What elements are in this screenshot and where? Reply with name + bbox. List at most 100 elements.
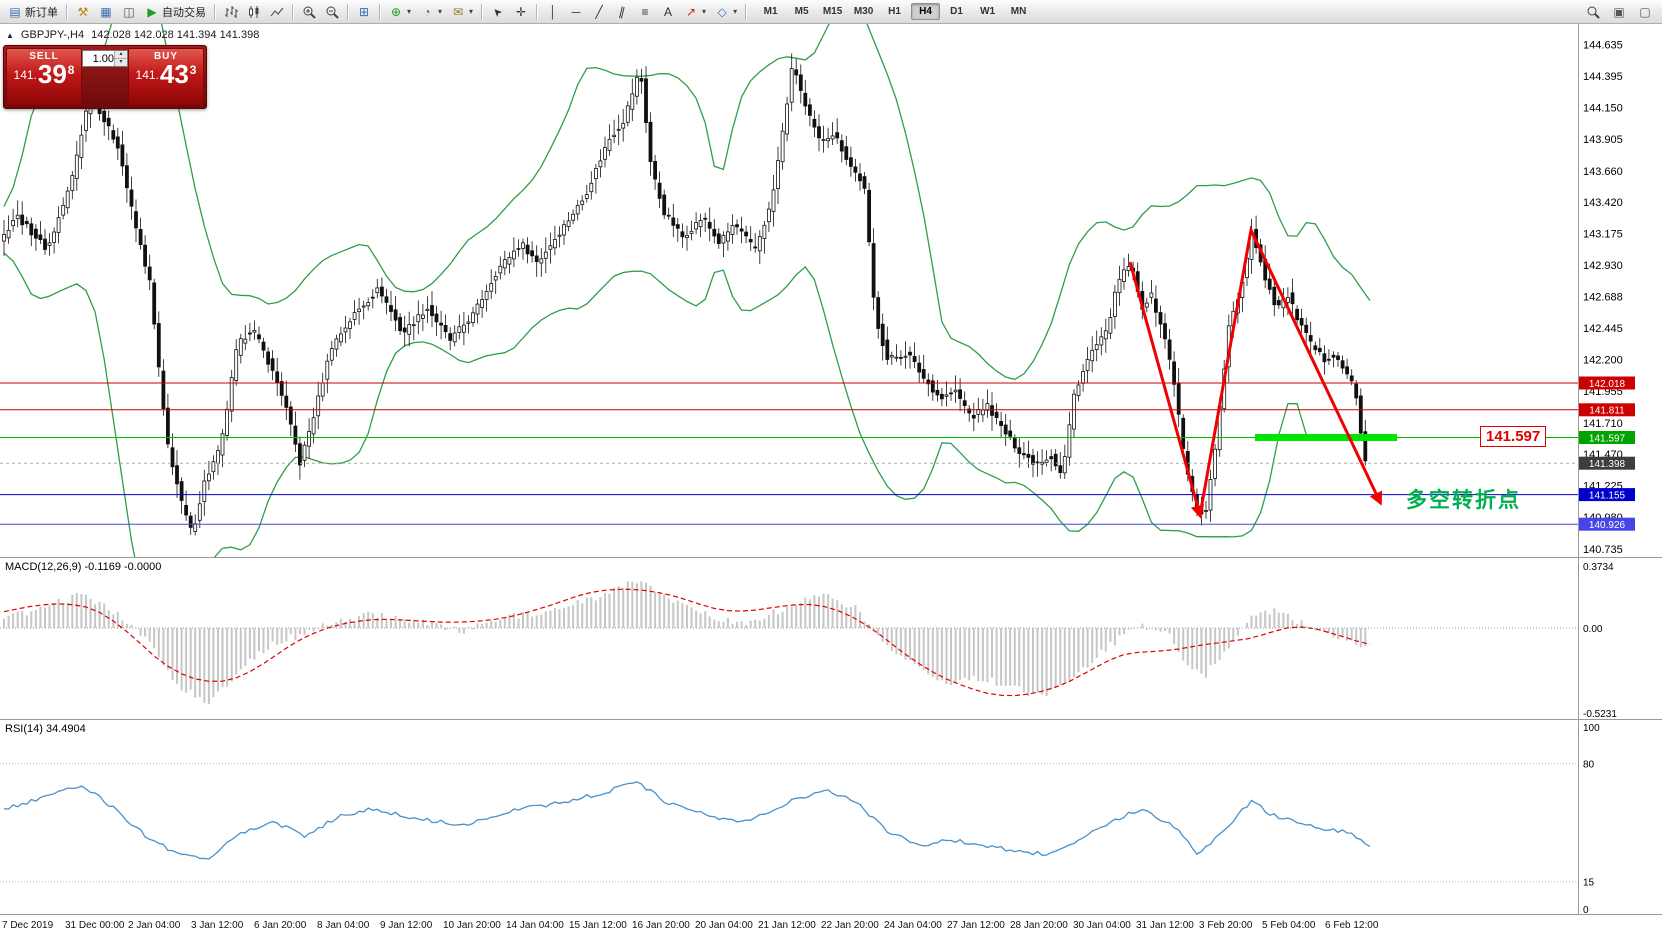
- candlestick-chart-button[interactable]: [243, 1, 265, 23]
- time-label: 14 Jan 04:00: [506, 920, 564, 931]
- channel-icon: ∥: [617, 3, 627, 20]
- text-tool-button[interactable]: A: [657, 1, 679, 23]
- one-click-toggle[interactable]: ▲: [6, 30, 14, 40]
- new-order-button[interactable]: ▤ 新订单: [4, 1, 62, 23]
- time-label: 7 Dec 2019: [2, 920, 54, 931]
- rsi-label: RSI(14) 34.4904: [5, 723, 86, 735]
- timeframe-m5-button[interactable]: M5: [794, 6, 809, 17]
- auto-trading-label: 自动交易: [162, 6, 206, 19]
- vertical-line-button[interactable]: │: [542, 1, 564, 23]
- tile-windows-icon: ⊞: [358, 4, 370, 19]
- fullscreen-button[interactable]: ▢: [1634, 1, 1656, 23]
- rsi-canvas[interactable]: 100 80 15 0: [0, 720, 1662, 916]
- templates-button[interactable]: ✉ ▾: [447, 1, 477, 23]
- timeframe-h1-button[interactable]: H1: [888, 6, 901, 17]
- tile-windows-button[interactable]: ⊞: [353, 1, 375, 23]
- data-window-button[interactable]: ▣: [1608, 1, 1630, 23]
- bar-chart-button[interactable]: [220, 1, 242, 23]
- main-chart-canvas[interactable]: 144.635 144.395 144.150 143.905 143.660 143.4…: [0, 0, 1662, 637]
- channel-button[interactable]: ∥: [611, 1, 633, 23]
- timeframe-h4-button[interactable]: H4: [911, 3, 941, 20]
- svg-text:140.926: 140.926: [1589, 520, 1626, 531]
- timeframe-mn-button[interactable]: MN: [1010, 6, 1027, 17]
- zoom-out-button[interactable]: [321, 1, 343, 23]
- macd-label: MACD(12,26,9) -0.1169 -0.0000: [5, 561, 162, 573]
- chart-header: ▲ GBPJPY-,H4 142.028 142.028 141.394 141…: [6, 29, 259, 41]
- time-label: 27 Jan 12:00: [947, 920, 1005, 931]
- candlestick-chart-icon: [249, 5, 259, 18]
- svg-text:144.150: 144.150: [1583, 102, 1623, 114]
- svg-text:100: 100: [1583, 723, 1600, 734]
- auto-trading-button[interactable]: ▶ 自动交易: [141, 1, 210, 23]
- navigator-button[interactable]: ◫: [118, 1, 140, 23]
- svg-text:141.155: 141.155: [1589, 490, 1626, 501]
- svg-text:142.930: 142.930: [1583, 260, 1623, 272]
- bar-chart-icon: [225, 5, 238, 18]
- chevron-down-icon: ▾: [733, 7, 738, 16]
- shapes-button[interactable]: ◇ ▾: [711, 1, 741, 23]
- vertical-line-icon: │: [549, 4, 557, 19]
- sell-label: SELL: [29, 51, 59, 62]
- svg-text:0.3734: 0.3734: [1583, 562, 1614, 573]
- search-button[interactable]: [1582, 1, 1604, 23]
- fibonacci-button[interactable]: ≡: [634, 1, 656, 23]
- toolbar-divider: [481, 3, 484, 20]
- buy-price: 141. 43 3: [135, 61, 197, 87]
- time-axis[interactable]: 7 Dec 2019 31 Dec 00:00 2 Jan 04:00 3 Jan 1…: [0, 915, 1662, 947]
- fibonacci-icon: ≡: [641, 4, 649, 19]
- template-icon: ✉: [453, 4, 464, 19]
- chart-annotation-text[interactable]: 多空转折点: [1406, 489, 1521, 512]
- text-tool-icon: A: [664, 4, 673, 19]
- timeframe-m15-button[interactable]: M15: [822, 6, 843, 17]
- periods-button[interactable]: ◔ ▾: [416, 1, 446, 23]
- svg-text:142.688: 142.688: [1583, 291, 1623, 303]
- sell-button[interactable]: SELL 141. 39 8: [6, 48, 82, 106]
- svg-text:141.597: 141.597: [1589, 433, 1626, 444]
- time-label: 21 Jan 12:00: [758, 920, 816, 931]
- timeframe-w1-button[interactable]: W1: [980, 6, 996, 17]
- timeframe-m30-button[interactable]: M30: [853, 6, 874, 17]
- svg-text:143.660: 143.660: [1583, 166, 1623, 178]
- buy-button[interactable]: BUY 141. 43 3: [128, 48, 204, 106]
- toolbar-divider: [292, 3, 294, 20]
- clock-icon: ◔: [423, 4, 431, 19]
- svg-text:144.395: 144.395: [1583, 71, 1623, 83]
- market-watch-button[interactable]: ▦: [95, 1, 117, 23]
- volume-up-button[interactable]: ▴: [115, 51, 127, 58]
- time-label: 15 Jan 12:00: [569, 920, 627, 931]
- time-label: 31 Jan 12:00: [1136, 920, 1194, 931]
- chevron-down-icon: ▾: [438, 7, 443, 16]
- svg-text:-0.5231: -0.5231: [1583, 709, 1617, 720]
- time-label: 6 Feb 12:00: [1325, 920, 1379, 931]
- time-label: 3 Jan 12:00: [191, 920, 244, 931]
- svg-text:140.735: 140.735: [1583, 544, 1623, 556]
- sell-price-sup: 8: [67, 63, 75, 77]
- one-click-trading-panel: SELL 141. 39 8 1.00 ▴ ▾ BUY 141. 43: [3, 45, 207, 109]
- macd-canvas[interactable]: 0.3734 0.00 -0.5231: [0, 558, 1662, 720]
- buy-price-prefix: 141.: [135, 68, 159, 83]
- svg-text:143.420: 143.420: [1583, 197, 1623, 209]
- zoom-in-button[interactable]: [298, 1, 320, 23]
- zoom-in-icon: [303, 6, 316, 19]
- svg-text:144.635: 144.635: [1583, 40, 1623, 52]
- main-chart-panel: 144.635 144.395 144.150 143.905 143.660 143.4…: [0, 0, 1662, 637]
- trendline-button[interactable]: ╱: [588, 1, 610, 23]
- horizontal-line-button[interactable]: ─: [565, 1, 587, 23]
- shapes-icon: ◇: [717, 4, 727, 19]
- time-label: 5 Feb 04:00: [1262, 920, 1316, 931]
- cursor-button[interactable]: ➤: [487, 1, 509, 23]
- rsi-panel: 100 80 15 0 RSI(14) 34.4904: [0, 720, 1662, 916]
- timeframe-d1-button[interactable]: D1: [950, 6, 963, 17]
- arrows-tool-button[interactable]: ↗ ▾: [680, 1, 710, 23]
- volume-input[interactable]: 1.00 ▴ ▾: [82, 50, 128, 67]
- svg-text:0: 0: [1583, 905, 1589, 915]
- svg-text:141.398: 141.398: [1589, 459, 1626, 470]
- volume-down-button[interactable]: ▾: [115, 58, 127, 66]
- timeframe-m1-button[interactable]: M1: [763, 6, 778, 17]
- line-chart-button[interactable]: [266, 1, 288, 23]
- price-callout-label[interactable]: 141.597: [1480, 426, 1547, 447]
- crosshair-button[interactable]: ✛: [510, 1, 532, 23]
- expert-advisors-button[interactable]: ⚒: [72, 1, 94, 23]
- indicators-button[interactable]: ⊕ ▾: [385, 1, 415, 23]
